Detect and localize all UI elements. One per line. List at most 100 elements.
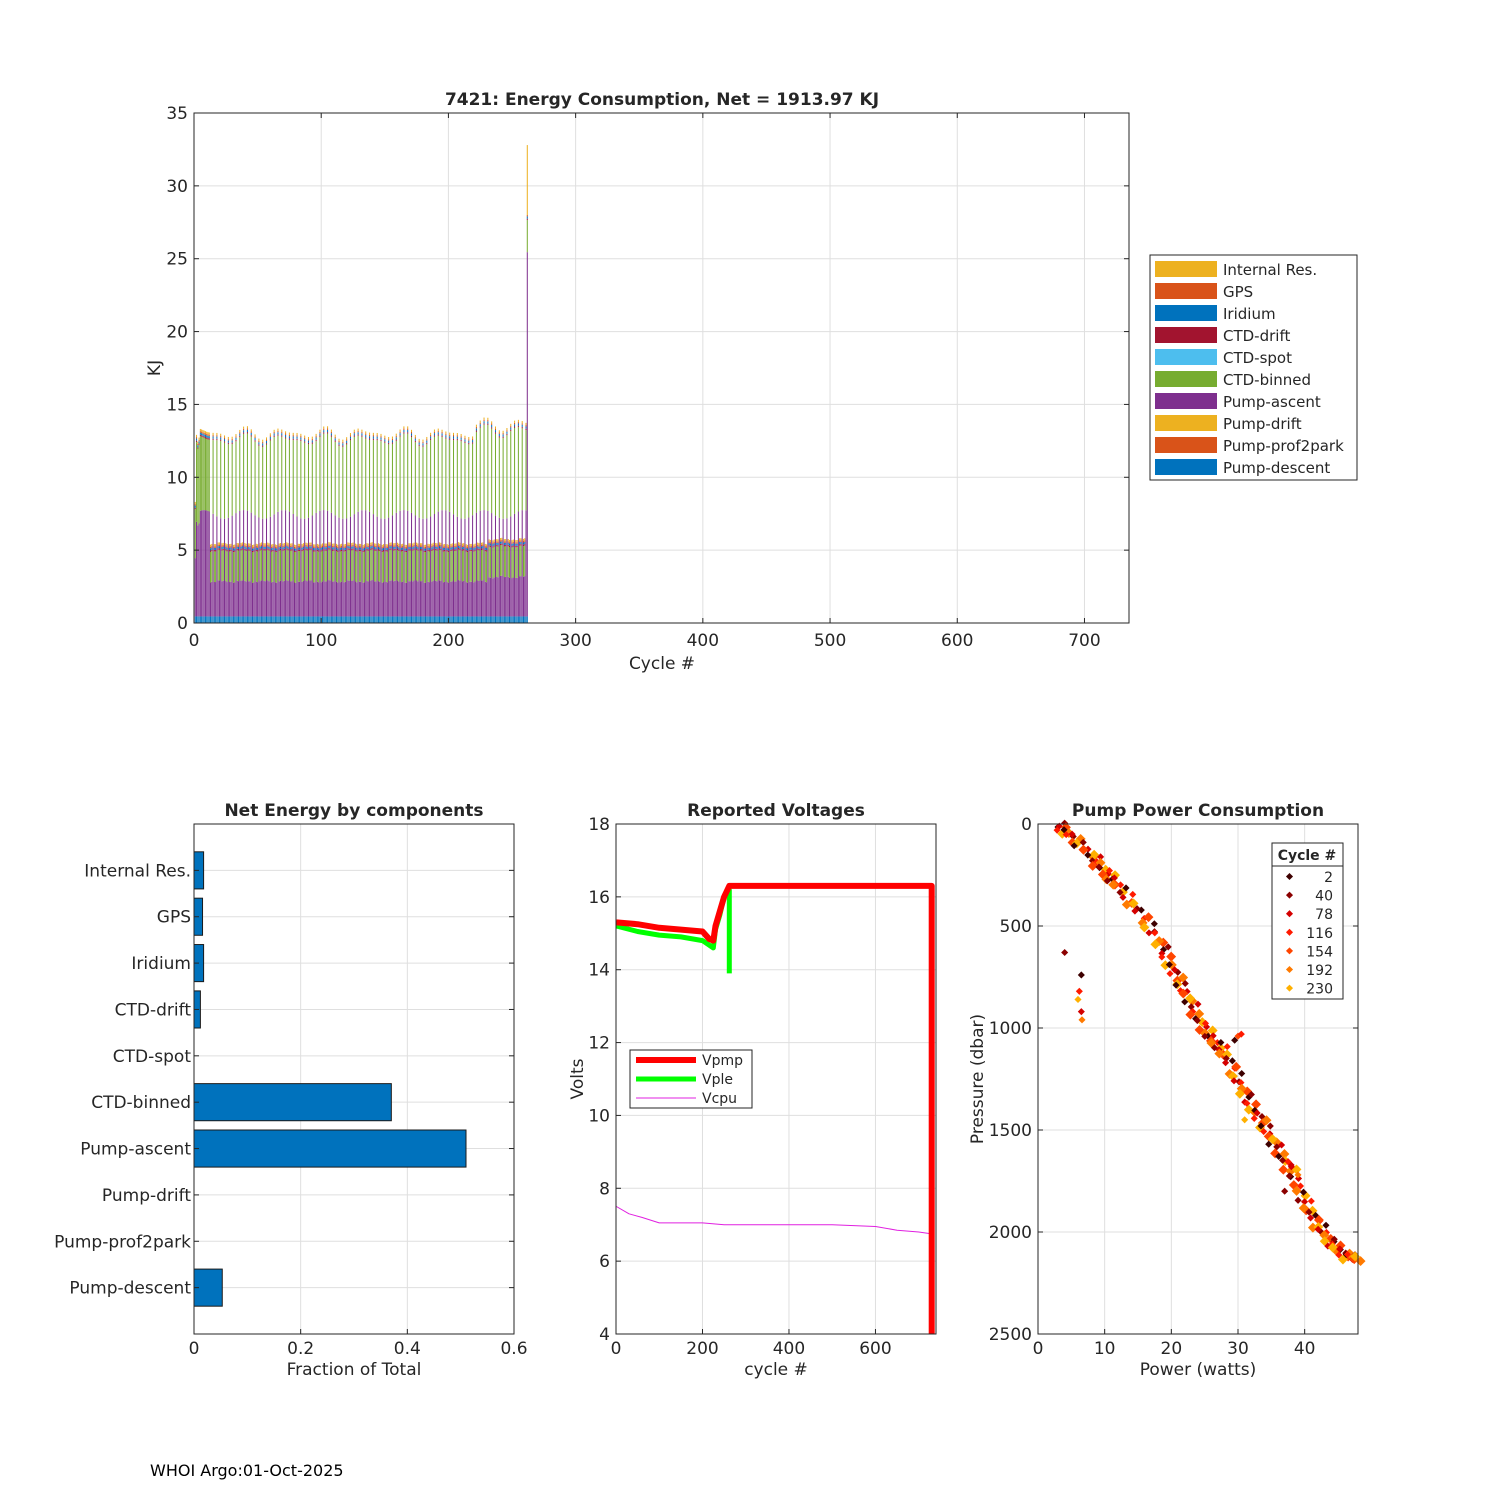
energy-bar-segment [409, 545, 411, 547]
energy-bar-segment [305, 548, 307, 550]
energy-bar-segment [346, 616, 348, 623]
energy-bar-segment [437, 434, 439, 436]
energy-bar-segment [480, 544, 483, 547]
energy-bar-segment [286, 544, 288, 546]
energy-bar-segment [460, 518, 462, 617]
energy-bar-segment [498, 432, 500, 434]
energy-bar-segment [398, 543, 400, 546]
energy-bar-segment [380, 518, 382, 617]
energy-bar-segment [348, 548, 350, 551]
energy-bar-segment [363, 546, 365, 548]
pump-power-point [1223, 1043, 1231, 1051]
energy-bar-segment [332, 550, 334, 582]
energy-bar-segment [439, 548, 441, 550]
energy-bar-segment [327, 510, 329, 617]
energy-bar-segment [290, 581, 292, 617]
energy-bar-segment [266, 441, 268, 444]
pump-power-point [1121, 899, 1132, 910]
pump-power-point [1313, 1215, 1324, 1225]
energy-bar-segment [402, 551, 404, 582]
energy-bar-segment [454, 550, 456, 582]
energy-bar-segment [479, 422, 481, 425]
energy-bar-segment [194, 507, 196, 510]
energy-bar-segment [349, 616, 351, 623]
energy-bar-segment [489, 577, 491, 617]
energy-bar-segment [206, 435, 208, 438]
energy-bar-segment [229, 582, 231, 617]
energy-bar-segment [215, 582, 217, 617]
energy-bar-segment [310, 549, 312, 581]
energy-bar-segment [512, 539, 514, 542]
energy-bar-segment [203, 510, 205, 617]
energy-bar-segment [405, 550, 407, 553]
energy-bar-segment [217, 544, 219, 547]
energy-bar-segment [464, 441, 466, 444]
energy-bar-segment [328, 580, 330, 617]
energy-bar-segment [278, 547, 280, 550]
energy-chart-bars [194, 145, 528, 623]
energy-bar-segment [357, 616, 359, 623]
x-tick-label: 0.6 [500, 1339, 527, 1359]
energy-bar-segment [295, 616, 297, 623]
energy-bar-segment [425, 582, 427, 617]
energy-bar-segment [398, 581, 400, 617]
energy-bar-segment [257, 546, 259, 548]
energy-bar-segment [252, 547, 254, 549]
energy-bar-segment [299, 616, 301, 623]
energy-bar-segment [304, 518, 306, 617]
energy-bar-segment [281, 616, 283, 623]
energy-bar-segment [454, 549, 456, 551]
energy-bar-segment [386, 616, 388, 623]
energy-bar-segment [246, 428, 248, 430]
energy-bar-segment [221, 543, 223, 546]
energy-bar-segment [324, 547, 326, 550]
energy-bar-segment [389, 545, 391, 547]
energy-bar-segment [197, 525, 199, 617]
energy-bar-segment [503, 577, 505, 617]
energy-bar-segment [408, 543, 410, 546]
energy-bar-segment [418, 444, 420, 447]
energy-bar-segment [472, 616, 474, 623]
energy-bar-segment [293, 551, 296, 583]
energy-bar-segment [379, 616, 381, 623]
energy-bar-segment [235, 434, 237, 437]
energy-bar-segment [479, 427, 481, 511]
energy-bar-segment [259, 545, 261, 547]
energy-bar-segment [380, 441, 382, 519]
energy-bar-segment [283, 580, 285, 617]
energy-bar-segment [522, 544, 524, 547]
energy-bar-segment [500, 545, 502, 576]
pump-power-point [1185, 993, 1196, 1004]
energy-bar-segment [250, 512, 252, 617]
energy-bar-segment [313, 551, 315, 583]
energy-bar-segment [428, 551, 430, 583]
energy-bar-segment [319, 436, 321, 511]
energy-bar-segment [451, 616, 453, 623]
energy-bar-segment [496, 539, 498, 542]
energy-bar-segment [371, 547, 373, 550]
energy-bar-segment [361, 616, 363, 623]
energy-bar-segment [339, 550, 341, 552]
x-tick-label: 400 [773, 1339, 805, 1359]
energy-bar-segment [258, 442, 260, 445]
energy-bar-segment [264, 616, 266, 623]
energy-bar-segment [370, 580, 372, 617]
energy-bar-segment [402, 543, 404, 546]
energy-bar-segment [442, 551, 444, 583]
energy-bar-segment [376, 435, 378, 437]
energy-bar-segment [366, 550, 368, 582]
energy-bar-segment [521, 510, 523, 617]
energy-bar-segment [287, 616, 289, 623]
energy-bar-segment [244, 545, 246, 547]
energy-bar-segment [503, 544, 505, 547]
energy-bar-segment [496, 544, 498, 547]
energy-bar-segment [292, 435, 294, 437]
energy-bar-segment [201, 510, 203, 617]
energy-bar-segment [493, 616, 495, 623]
energy-bar-segment [283, 546, 285, 549]
energy-bar-segment [411, 435, 413, 438]
energy-bar-segment [377, 616, 379, 623]
energy-bar-segment [372, 440, 374, 515]
energy-bar-segment [220, 439, 222, 442]
energy-bar-segment [400, 547, 402, 551]
